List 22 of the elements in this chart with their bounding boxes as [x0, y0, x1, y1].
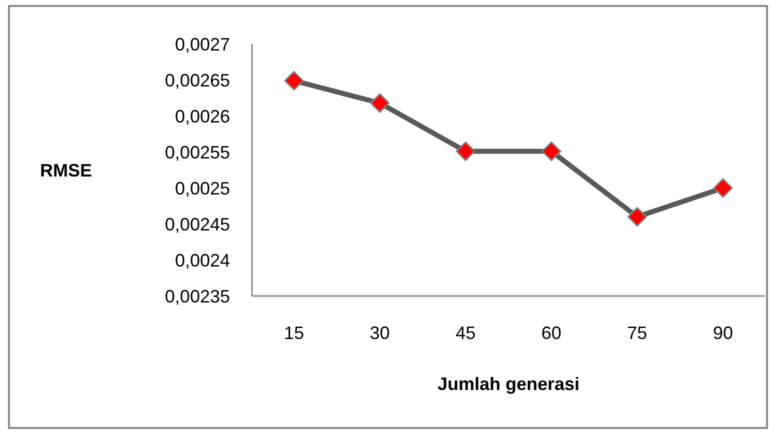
y-tick-label: 0,00265	[164, 70, 230, 90]
x-axis-title: Jumlah generasi	[437, 374, 580, 394]
y-tick-label: 0,00235	[164, 286, 230, 306]
point	[370, 93, 390, 113]
point	[284, 70, 304, 90]
point	[456, 142, 476, 162]
y-tick-label: 0,0026	[174, 106, 230, 126]
y-tick-label: 0,00255	[164, 142, 230, 162]
y-tick-label: 0,0027	[174, 34, 230, 54]
x-tick-label: 75	[627, 322, 648, 343]
y-axis-title: RMSE	[40, 160, 92, 180]
y-tick-label: 0,0025	[174, 178, 230, 198]
x-tick-label: 60	[541, 322, 562, 343]
x-tick-label: 45	[456, 322, 476, 343]
x-tick-label: 30	[370, 322, 390, 343]
point	[713, 178, 733, 198]
x-tick-label: 90	[712, 322, 734, 343]
point	[542, 142, 562, 162]
y-tick-label: 0,00245	[164, 214, 230, 234]
point	[627, 207, 647, 227]
x-tick-label: 15	[284, 322, 304, 343]
y-tick-label: 0,0024	[174, 250, 230, 270]
